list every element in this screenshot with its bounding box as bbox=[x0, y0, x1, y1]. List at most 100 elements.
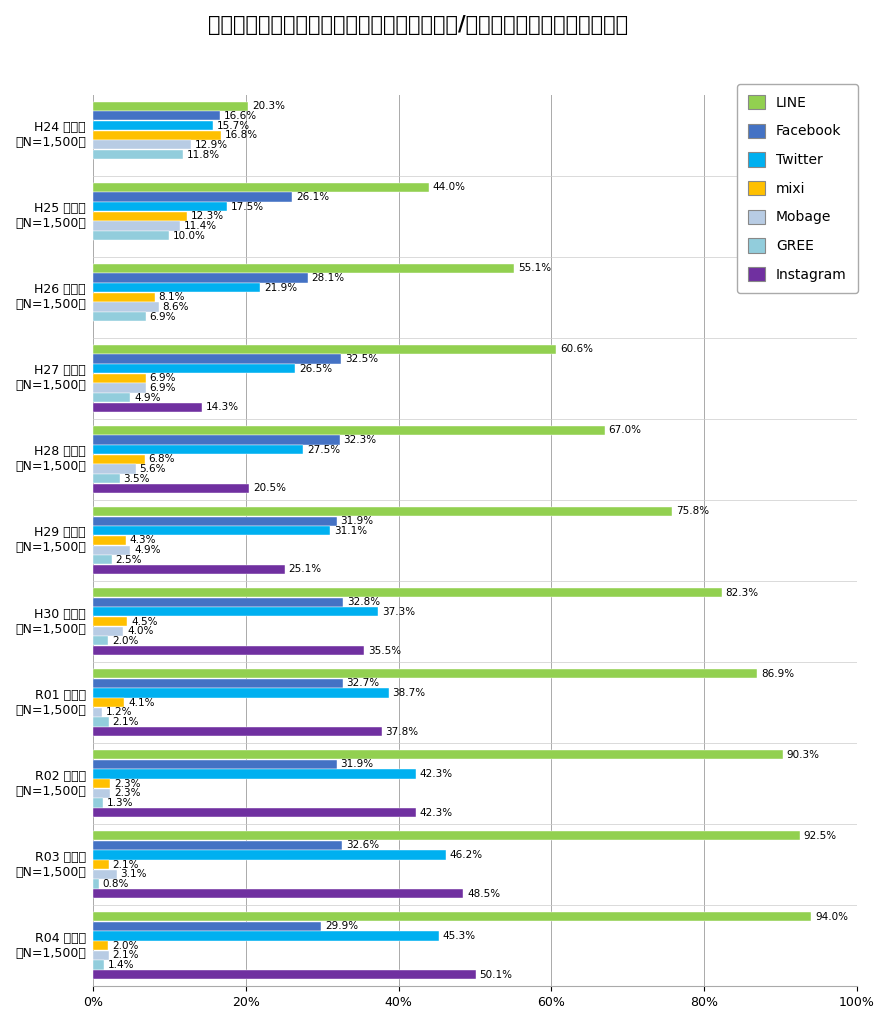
Text: 6.8%: 6.8% bbox=[149, 455, 175, 465]
Text: 11.8%: 11.8% bbox=[187, 150, 220, 160]
Bar bbox=[93, 231, 169, 241]
Bar bbox=[93, 264, 514, 272]
Bar bbox=[93, 465, 135, 474]
Text: 32.8%: 32.8% bbox=[347, 597, 380, 607]
Text: 2.3%: 2.3% bbox=[114, 788, 141, 799]
Text: 45.3%: 45.3% bbox=[443, 931, 476, 941]
Text: 35.5%: 35.5% bbox=[368, 645, 401, 655]
Bar bbox=[93, 951, 109, 961]
Bar bbox=[93, 760, 336, 769]
Bar bbox=[93, 627, 124, 636]
Bar bbox=[93, 788, 110, 798]
Text: 21.9%: 21.9% bbox=[264, 283, 297, 293]
Bar bbox=[93, 831, 800, 841]
Text: 10.0%: 10.0% bbox=[173, 230, 206, 241]
Bar bbox=[93, 140, 191, 150]
Text: 2.1%: 2.1% bbox=[113, 860, 139, 869]
Text: 4.5%: 4.5% bbox=[131, 616, 158, 627]
Text: 8.6%: 8.6% bbox=[162, 302, 189, 312]
Text: 3.5%: 3.5% bbox=[124, 474, 150, 483]
Text: 28.1%: 28.1% bbox=[312, 273, 344, 283]
Bar bbox=[93, 588, 722, 597]
Text: 4.9%: 4.9% bbox=[134, 392, 160, 402]
Text: 17.5%: 17.5% bbox=[231, 202, 263, 212]
Text: 2.0%: 2.0% bbox=[112, 941, 138, 950]
Bar bbox=[93, 474, 119, 483]
Bar bbox=[93, 669, 757, 678]
Text: 86.9%: 86.9% bbox=[761, 669, 794, 679]
Text: 75.8%: 75.8% bbox=[676, 507, 709, 516]
Bar bbox=[93, 565, 285, 574]
Text: 4.3%: 4.3% bbox=[130, 536, 156, 546]
Text: 44.0%: 44.0% bbox=[433, 182, 465, 193]
Text: 15.7%: 15.7% bbox=[216, 121, 250, 130]
Text: 20.5%: 20.5% bbox=[254, 483, 287, 494]
Text: 27.5%: 27.5% bbox=[307, 444, 340, 455]
Bar bbox=[93, 970, 476, 979]
Bar bbox=[93, 679, 343, 688]
Bar bbox=[93, 435, 340, 444]
Text: 42.3%: 42.3% bbox=[420, 769, 453, 779]
Text: 32.3%: 32.3% bbox=[344, 435, 376, 445]
Text: 26.5%: 26.5% bbox=[299, 364, 332, 374]
Legend: LINE, Facebook, Twitter, mixi, Mobage, GREE, Instagram: LINE, Facebook, Twitter, mixi, Mobage, G… bbox=[737, 84, 858, 293]
Text: 92.5%: 92.5% bbox=[804, 830, 837, 841]
Text: 46.2%: 46.2% bbox=[449, 850, 483, 860]
Text: 31.9%: 31.9% bbox=[341, 516, 374, 526]
Bar bbox=[93, 607, 378, 616]
Bar bbox=[93, 769, 417, 778]
Text: 11.4%: 11.4% bbox=[183, 221, 217, 231]
Bar bbox=[93, 202, 227, 211]
Bar bbox=[93, 598, 344, 607]
Text: 6.9%: 6.9% bbox=[150, 311, 176, 322]
Text: 26.1%: 26.1% bbox=[296, 191, 329, 202]
Text: 1.3%: 1.3% bbox=[107, 798, 134, 808]
Bar bbox=[93, 193, 292, 202]
Bar bbox=[93, 546, 130, 555]
Text: 38.7%: 38.7% bbox=[392, 688, 425, 698]
Text: 4.1%: 4.1% bbox=[128, 697, 155, 708]
Text: 12.3%: 12.3% bbox=[190, 211, 223, 221]
Bar bbox=[93, 121, 213, 130]
Bar bbox=[93, 302, 158, 311]
Bar bbox=[93, 426, 605, 435]
Text: 2.3%: 2.3% bbox=[114, 778, 141, 788]
Text: 8.1%: 8.1% bbox=[158, 292, 185, 302]
Bar bbox=[93, 526, 330, 536]
Text: 55.1%: 55.1% bbox=[518, 263, 551, 273]
Bar bbox=[93, 273, 308, 283]
Bar bbox=[93, 345, 556, 354]
Text: 1.2%: 1.2% bbox=[106, 708, 133, 717]
Bar bbox=[93, 354, 341, 364]
Bar bbox=[93, 750, 783, 759]
Bar bbox=[93, 455, 145, 464]
Text: 【経年】主なソーシャルメディア系サービス/アプリ等の利用率（全年代）: 【経年】主なソーシャルメディア系サービス/アプリ等の利用率（全年代） bbox=[208, 15, 628, 36]
Text: 0.8%: 0.8% bbox=[102, 879, 129, 889]
Text: 2.5%: 2.5% bbox=[116, 555, 142, 565]
Text: 4.0%: 4.0% bbox=[127, 627, 154, 636]
Bar bbox=[93, 283, 260, 292]
Bar bbox=[93, 841, 342, 850]
Text: 2.1%: 2.1% bbox=[113, 717, 139, 727]
Bar bbox=[93, 941, 108, 950]
Bar bbox=[93, 961, 103, 970]
Bar bbox=[93, 860, 109, 869]
Bar bbox=[93, 131, 222, 140]
Text: 31.1%: 31.1% bbox=[335, 525, 368, 536]
Bar bbox=[93, 182, 429, 191]
Bar bbox=[93, 698, 124, 708]
Bar bbox=[93, 536, 125, 545]
Bar bbox=[93, 932, 439, 941]
Text: 42.3%: 42.3% bbox=[420, 808, 453, 817]
Bar bbox=[93, 293, 155, 302]
Text: 37.8%: 37.8% bbox=[385, 727, 418, 736]
Bar bbox=[93, 850, 446, 859]
Bar bbox=[93, 383, 146, 392]
Bar bbox=[93, 212, 187, 221]
Bar bbox=[93, 374, 146, 383]
Bar bbox=[93, 646, 364, 655]
Text: 94.0%: 94.0% bbox=[815, 911, 848, 922]
Bar bbox=[93, 507, 672, 516]
Bar bbox=[93, 869, 117, 879]
Text: 32.7%: 32.7% bbox=[346, 678, 380, 688]
